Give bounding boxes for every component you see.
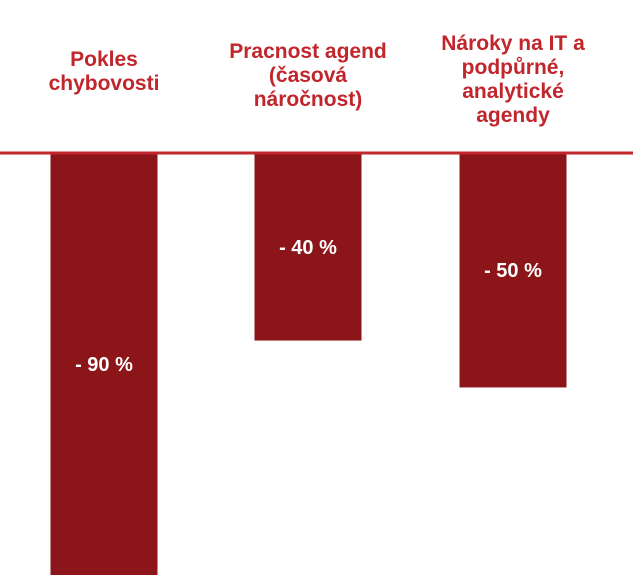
- bar-2: [254, 153, 362, 341]
- bars: [50, 153, 567, 575]
- category-label-3-line-4: agendy: [476, 104, 550, 127]
- bar-3: [459, 153, 567, 388]
- bar-1: [50, 153, 158, 575]
- category-label-3-line-2: podpůrné,: [462, 56, 565, 79]
- data-label-3: - 50 %: [484, 260, 542, 282]
- data-labels: - 90 % - 40 % - 50 %: [75, 237, 542, 376]
- data-label-1: - 90 %: [75, 354, 133, 376]
- category-label-1-line-1: Pokles: [70, 48, 138, 71]
- category-label-2-line-3: náročnost): [254, 88, 363, 111]
- category-label-2-line-2: (časová: [269, 64, 348, 87]
- category-label-3-line-3: analytické: [462, 80, 564, 103]
- category-label-1-line-2: chybovosti: [49, 72, 160, 95]
- category-label-2-line-1: Pracnost agend: [229, 40, 387, 63]
- data-label-2: - 40 %: [279, 237, 337, 259]
- category-label-3-line-1: Nároky na IT a: [441, 32, 585, 55]
